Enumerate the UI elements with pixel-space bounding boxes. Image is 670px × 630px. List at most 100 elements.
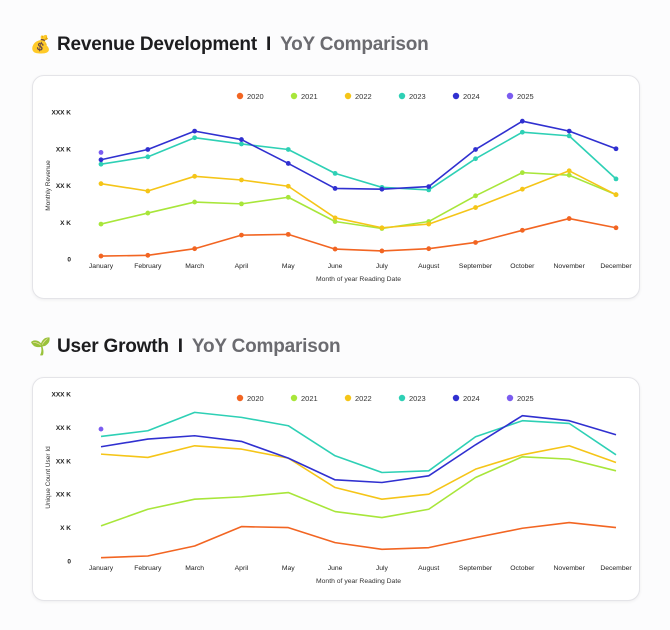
legend-item-2022[interactable]: 2022 [344, 394, 372, 403]
y-tick-label: XXX K [51, 392, 71, 399]
data-point-2022-April[interactable] [239, 177, 244, 183]
legend-item-2024[interactable]: 2024 [452, 92, 480, 101]
legend-item-2023[interactable]: 2023 [398, 92, 426, 101]
data-point-2022-November[interactable] [566, 168, 572, 174]
x-tick-label: September [459, 263, 493, 270]
legend-item-2022[interactable]: 2022 [344, 92, 372, 101]
y-tick-label: XXX K [51, 110, 71, 117]
y-axis-label: Unique Count User Id [45, 446, 52, 509]
x-tick-label: November [554, 565, 586, 572]
y-tick-label: X K [60, 525, 71, 532]
data-point-2025-January[interactable] [98, 150, 104, 155]
data-point-2023-April[interactable] [239, 141, 244, 147]
data-point-2023-December[interactable] [613, 176, 619, 182]
data-point-2022-August[interactable] [426, 221, 432, 227]
data-point-2024-May[interactable] [285, 161, 291, 166]
x-tick-label: April [235, 263, 249, 270]
legend-item-2024[interactable]: 2024 [452, 394, 480, 403]
legend-swatch-2022 [344, 394, 352, 402]
data-point-2024-November[interactable] [566, 128, 572, 134]
legend-label-2020: 2020 [247, 394, 264, 403]
data-point-2022-June[interactable] [332, 215, 338, 221]
x-tick-label: July [376, 263, 389, 270]
data-point-2022-October[interactable] [519, 186, 525, 192]
x-tick-label: January [89, 263, 114, 270]
data-point-2024-July[interactable] [379, 186, 385, 192]
data-point-2022-March[interactable] [192, 173, 198, 179]
x-tick-label: March [185, 565, 204, 572]
data-point-2021-April[interactable] [239, 201, 244, 207]
data-point-2020-April[interactable] [239, 232, 244, 238]
data-point-2020-June[interactable] [332, 246, 338, 252]
user-growth-heading: 🌱 User Growth I YoY Comparison [30, 332, 670, 362]
data-point-2024-March[interactable] [192, 128, 198, 134]
data-point-2023-November[interactable] [566, 133, 572, 139]
series-2024 [98, 118, 619, 192]
data-point-2022-May[interactable] [285, 183, 291, 189]
data-point-2021-November[interactable] [566, 172, 572, 178]
data-point-2023-February[interactable] [145, 154, 151, 160]
data-point-2021-January[interactable] [98, 221, 104, 227]
data-point-2020-May[interactable] [285, 231, 291, 237]
legend-item-2020[interactable]: 2020 [236, 92, 264, 101]
x-tick-label: May [282, 565, 295, 572]
data-point-2020-September[interactable] [473, 240, 478, 245]
data-point-2022-July[interactable] [379, 225, 385, 231]
data-point-2020-December[interactable] [613, 225, 619, 231]
data-point-2023-June[interactable] [332, 170, 338, 176]
data-point-2020-March[interactable] [192, 246, 198, 252]
user-growth-line-chart[interactable]: 2020 2021 2022 2023 2024 2025 0 X K XX K XX K XX K… [33, 378, 639, 600]
data-point-2020-July[interactable] [379, 248, 385, 254]
revenue-line-chart[interactable]: 2020 2021 2022 2023 2024 2025 0 X K XX K XX K XXX … [33, 76, 639, 298]
data-point-2024-December[interactable] [613, 146, 619, 152]
data-point-2024-June[interactable] [332, 186, 338, 191]
data-point-2020-October[interactable] [519, 227, 525, 233]
x-tick-label: June [328, 263, 343, 270]
data-point-2021-March[interactable] [192, 199, 198, 205]
data-point-2023-March[interactable] [192, 135, 198, 141]
user-growth-title: User Growth [56, 336, 169, 357]
legend-label-2024: 2024 [463, 394, 480, 403]
data-point-2023-January[interactable] [98, 161, 104, 167]
y-tick-label: XX K [56, 458, 71, 465]
series-2025 [98, 150, 104, 155]
x-tick-label: October [510, 263, 535, 270]
data-point-2024-April[interactable] [239, 137, 244, 142]
data-point-2021-May[interactable] [285, 194, 291, 200]
data-point-2020-November[interactable] [566, 216, 572, 221]
series-2023 [100, 411, 617, 474]
legend-item-2021[interactable]: 2021 [290, 394, 318, 403]
data-point-2024-September[interactable] [473, 147, 478, 152]
money-bag-icon: 💰 [30, 35, 51, 55]
data-point-2023-October[interactable] [519, 129, 525, 135]
data-point-2024-August[interactable] [426, 184, 432, 190]
legend-item-2025[interactable]: 2025 [506, 92, 534, 101]
legend-item-2021[interactable]: 2021 [290, 92, 318, 101]
legend-swatch-2020 [236, 394, 244, 402]
data-point-2025-January[interactable] [98, 426, 104, 432]
data-point-2022-September[interactable] [473, 205, 478, 210]
data-point-2021-October[interactable] [519, 170, 525, 176]
legend-item-2025[interactable]: 2025 [506, 394, 534, 403]
data-point-2024-February[interactable] [145, 147, 151, 152]
series-2025 [98, 426, 104, 432]
legend-item-2020[interactable]: 2020 [236, 394, 264, 403]
series-line-2024 [100, 414, 617, 484]
data-point-2021-June[interactable] [332, 219, 338, 224]
data-point-2020-January[interactable] [98, 253, 104, 259]
data-point-2020-August[interactable] [426, 246, 432, 252]
data-point-2023-September[interactable] [473, 156, 478, 162]
data-point-2020-February[interactable] [145, 252, 151, 258]
x-axis-label: Month of year Reading Date [316, 276, 401, 283]
data-point-2022-January[interactable] [98, 181, 104, 187]
data-point-2021-September[interactable] [473, 193, 478, 199]
legend-item-2023[interactable]: 2023 [398, 394, 426, 403]
data-point-2023-May[interactable] [285, 147, 291, 152]
data-point-2022-December[interactable] [613, 192, 619, 198]
data-point-2024-October[interactable] [519, 118, 525, 124]
data-point-2022-February[interactable] [145, 188, 151, 194]
data-point-2021-February[interactable] [145, 210, 151, 216]
data-point-2023-August[interactable] [426, 187, 432, 193]
series-line-2023 [100, 131, 617, 191]
data-point-2024-January[interactable] [98, 157, 104, 163]
